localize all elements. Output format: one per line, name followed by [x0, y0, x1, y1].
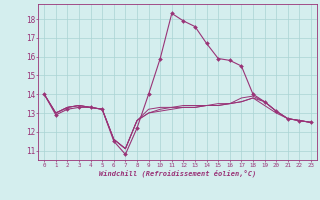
X-axis label: Windchill (Refroidissement éolien,°C): Windchill (Refroidissement éolien,°C): [99, 170, 256, 177]
